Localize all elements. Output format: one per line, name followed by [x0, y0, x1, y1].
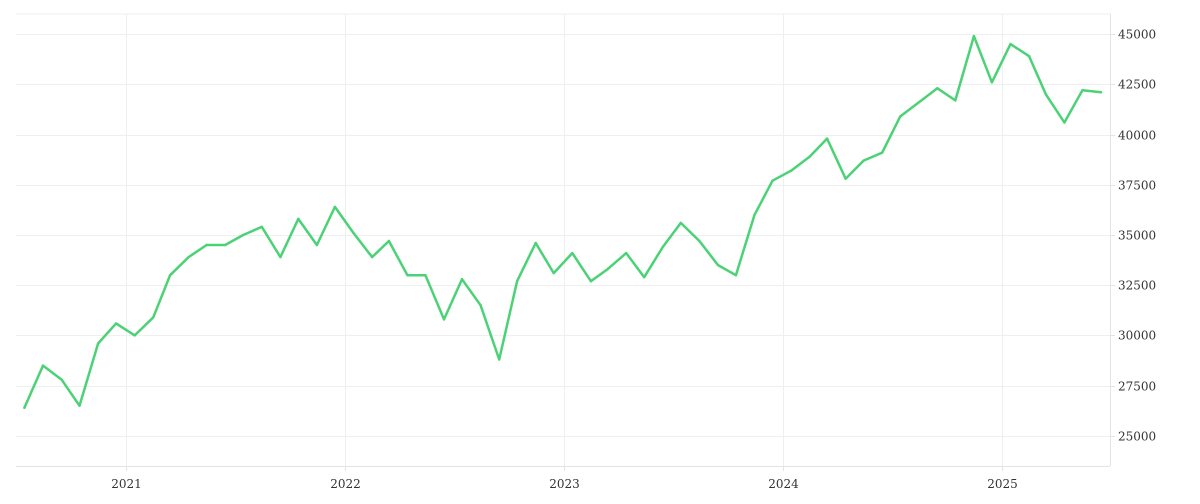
- data-point: [424, 274, 427, 277]
- y-tick-label: 42500: [1118, 78, 1156, 92]
- data-point: [1063, 121, 1066, 124]
- data-point: [936, 87, 939, 90]
- data-point: [661, 245, 664, 249]
- data-point: [679, 221, 682, 225]
- data-point: [279, 255, 282, 259]
- data-point: [972, 34, 976, 38]
- data-point: [862, 159, 865, 162]
- data-point: [1099, 91, 1103, 94]
- tick-labels: 25000 27500 30000 32500 35000 37500 40000 42500…: [111, 28, 1156, 492]
- data-point: [606, 267, 609, 271]
- grid-lines: [16, 13, 1110, 466]
- data-point: [1009, 42, 1012, 46]
- y-tick-label: 30000: [1118, 329, 1156, 343]
- data-point: [406, 274, 409, 277]
- data-point: [1027, 55, 1031, 58]
- y-tick-label: 32500: [1118, 279, 1156, 293]
- y-tick-label: 35000: [1118, 229, 1156, 243]
- data-point: [187, 255, 190, 259]
- y-tick-label: 45000: [1118, 28, 1156, 42]
- data-point: [60, 378, 63, 381]
- data-point: [825, 137, 829, 140]
- data-point: [168, 274, 172, 277]
- data-point: [460, 278, 464, 281]
- data-point: [242, 233, 245, 237]
- data-point: [387, 239, 391, 243]
- x-tick-label: 2022: [330, 477, 361, 491]
- data-point: [333, 205, 337, 209]
- y-tick-label: 27500: [1118, 380, 1156, 394]
- data-point: [352, 231, 355, 235]
- data-point: [571, 251, 574, 255]
- data-point: [297, 217, 300, 221]
- y-tick-label: 40000: [1118, 129, 1156, 143]
- y-tick-label: 25000: [1118, 430, 1156, 444]
- data-point: [534, 241, 537, 245]
- data-point: [954, 99, 957, 102]
- y-tick-label: 37500: [1118, 179, 1156, 193]
- data-point: [315, 243, 319, 247]
- data-point: [698, 239, 701, 243]
- data-point: [133, 334, 136, 337]
- data-point: [78, 404, 81, 407]
- data-point: [771, 179, 774, 182]
- data-point: [753, 213, 756, 217]
- data-point: [734, 274, 738, 277]
- data-point: [552, 271, 555, 275]
- data-point: [808, 155, 811, 158]
- data-point: [589, 280, 593, 283]
- data-point: [442, 318, 446, 321]
- data-point: [23, 406, 26, 409]
- data-point: [881, 151, 884, 154]
- data-point: [990, 81, 994, 84]
- series-group: [23, 34, 1103, 409]
- data-point: [1044, 93, 1048, 96]
- series-line-0: [23, 34, 1103, 409]
- x-tick-label: 2025: [987, 477, 1018, 491]
- data-point: [1081, 89, 1084, 92]
- x-tick-label: 2021: [111, 477, 142, 491]
- data-point: [515, 280, 519, 283]
- data-point: [152, 316, 155, 319]
- data-point: [260, 225, 263, 229]
- data-point: [643, 276, 646, 279]
- x-tick-label: 2023: [549, 477, 580, 491]
- data-point: [716, 263, 720, 267]
- axes: [16, 14, 1115, 471]
- data-point: [498, 358, 501, 361]
- data-point: [479, 304, 482, 307]
- data-point: [370, 255, 374, 259]
- data-point: [917, 101, 920, 104]
- data-point: [789, 169, 793, 172]
- data-point: [114, 322, 118, 325]
- data-point: [224, 243, 227, 247]
- data-point: [41, 364, 45, 367]
- data-point: [205, 243, 208, 247]
- data-point: [899, 115, 902, 118]
- x-tick-label: 2024: [768, 477, 799, 491]
- data-point: [625, 251, 628, 255]
- data-point: [844, 177, 847, 180]
- data-point: [96, 342, 100, 345]
